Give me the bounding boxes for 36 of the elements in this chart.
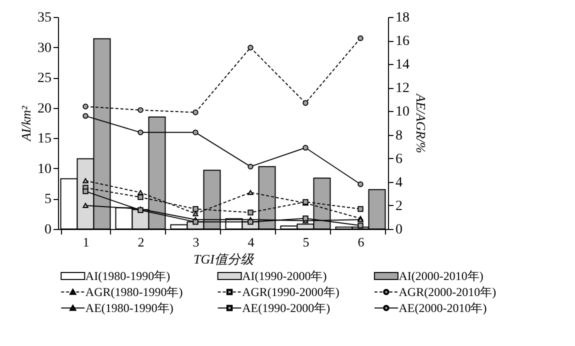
y-tick-label: 25 (38, 71, 52, 86)
y2-tick-label: 8 (396, 128, 402, 144)
y-tick-label: 30 (38, 40, 52, 56)
y-tick-label: 0 (44, 222, 52, 238)
y2-axis-title: AE/AGR/% (414, 92, 428, 154)
legend-label: AI(2000-2010年) (398, 269, 484, 283)
y-tick-label: 15 (38, 132, 52, 147)
x-tick-label: 5 (302, 234, 310, 250)
y-tick-label: 5 (44, 192, 52, 208)
legend-label: AGR(1980-1990年) (85, 285, 183, 299)
y2-tick-label: 2 (396, 198, 402, 214)
y-axis-title: AI/km² (18, 104, 34, 142)
y2-tick-label: 4 (396, 175, 402, 190)
legend-label: AGR(2000-2010年) (398, 285, 496, 299)
y-tick-label: 20 (38, 101, 52, 116)
y2-tick-label: 6 (396, 152, 402, 167)
x-tick-label: 1 (82, 234, 90, 250)
y-tick-label: 35 (38, 10, 52, 26)
x-tick-label: 6 (358, 234, 365, 250)
x-tick-label: 3 (192, 234, 200, 250)
legend-label: AGR(1990-2000年) (242, 285, 340, 299)
legend-label: AE(1990-2000年) (242, 301, 330, 315)
x-tick-label: 2 (138, 234, 144, 250)
y-tick-label: 10 (38, 162, 52, 177)
legend-label: AI(1990-2000年) (242, 269, 327, 283)
y2-tick-label: 18 (396, 10, 410, 26)
legend-label: AI(1980-1990年) (85, 269, 170, 283)
y2-tick-label: 16 (396, 34, 410, 50)
legend-label: AE(2000-2010年) (398, 301, 487, 315)
y2-tick-label: 0 (396, 222, 402, 238)
legend-label: AE(1980-1990年) (85, 301, 174, 315)
y2-tick-label: 14 (396, 58, 410, 73)
x-tick-label: 4 (248, 234, 255, 250)
x-axis-title: TGI值分级 (194, 252, 254, 266)
y2-tick-label: 10 (396, 104, 410, 120)
y2-tick-label: 12 (396, 81, 410, 96)
